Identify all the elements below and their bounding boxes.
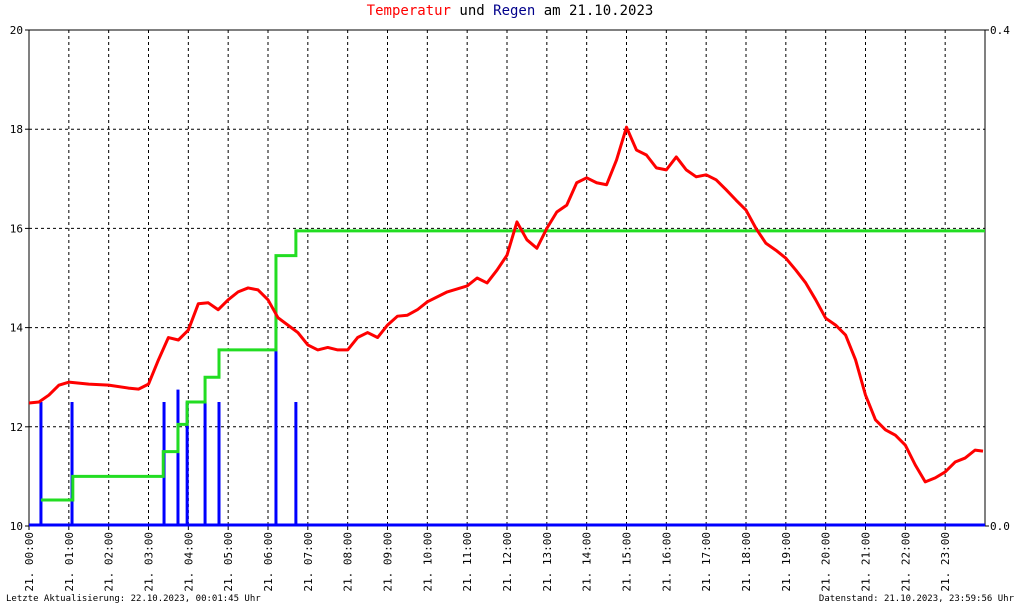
rain-bar (176, 389, 180, 526)
y-tick-label: 16 (10, 222, 23, 235)
title-rain: Regen (493, 3, 535, 19)
x-tick-label: 21. 10:00 (421, 532, 434, 592)
rain-bar (274, 302, 278, 526)
x-tick-label: 21. 17:00 (700, 532, 713, 592)
x-tick-label: 21. 04:00 (182, 532, 195, 592)
y2-tick-label: 0.4 (990, 24, 1010, 37)
x-tick-label: 21. 21:00 (860, 532, 873, 592)
x-tick-label: 21. 05:00 (222, 532, 235, 592)
x-tick-label: 21. 08:00 (342, 532, 355, 592)
x-tick-label: 21. 18:00 (740, 532, 753, 592)
y-tick-label: 14 (10, 322, 24, 335)
temperature-line (28, 125, 984, 484)
title-temperature: Temperatur (367, 3, 451, 19)
y-tick-label: 18 (10, 123, 23, 136)
x-tick-label: 21. 02:00 (103, 532, 116, 592)
x-tick-label: 21. 09:00 (382, 532, 395, 592)
rain-bar (203, 402, 207, 526)
footer-left: Letzte Aktualisierung: 22.10.2023, 00:01… (6, 594, 261, 604)
title-part: und (459, 3, 484, 19)
x-tick-label: 21. 16:00 (660, 532, 673, 592)
title-part: am 21.10.2023 (544, 3, 654, 19)
y-tick-label: 20 (10, 24, 23, 37)
x-tick-label: 21. 00:00 (23, 532, 36, 592)
y-tick-label: 12 (10, 421, 23, 434)
x-tick-label: 21. 19:00 (780, 532, 793, 592)
x-tick-label: 21. 20:00 (820, 532, 833, 592)
rain-bar (217, 402, 221, 526)
x-tick-label: 21. 12:00 (501, 532, 514, 592)
rain-bar (70, 402, 74, 526)
x-tick-label: 21. 22:00 (899, 532, 912, 592)
chart-title: Temperatur und Regen am 21.10.2023 (367, 3, 654, 19)
x-tick-label: 21. 11:00 (461, 532, 474, 592)
x-tick-label: 21. 15:00 (621, 532, 634, 592)
y-tick-label: 10 (10, 520, 23, 533)
y2-tick-label: 0.0 (990, 520, 1010, 533)
x-tick-label: 21. 23:00 (939, 532, 952, 592)
x-tick-label: 21. 13:00 (541, 532, 554, 592)
rain-bar (294, 402, 298, 526)
rain-bar (39, 402, 43, 526)
x-tick-label: 21. 03:00 (143, 532, 156, 592)
x-tick-label: 21. 07:00 (302, 532, 315, 592)
x-tick-label: 21. 14:00 (581, 532, 594, 592)
cumulative-rain-line (40, 229, 985, 502)
x-tick-label: 21. 06:00 (262, 532, 275, 592)
x-tick-label: 21. 01:00 (63, 532, 76, 592)
rain-bar (185, 402, 189, 526)
footer-right: Datenstand: 21.10.2023, 23:59:56 Uhr (819, 594, 1015, 604)
